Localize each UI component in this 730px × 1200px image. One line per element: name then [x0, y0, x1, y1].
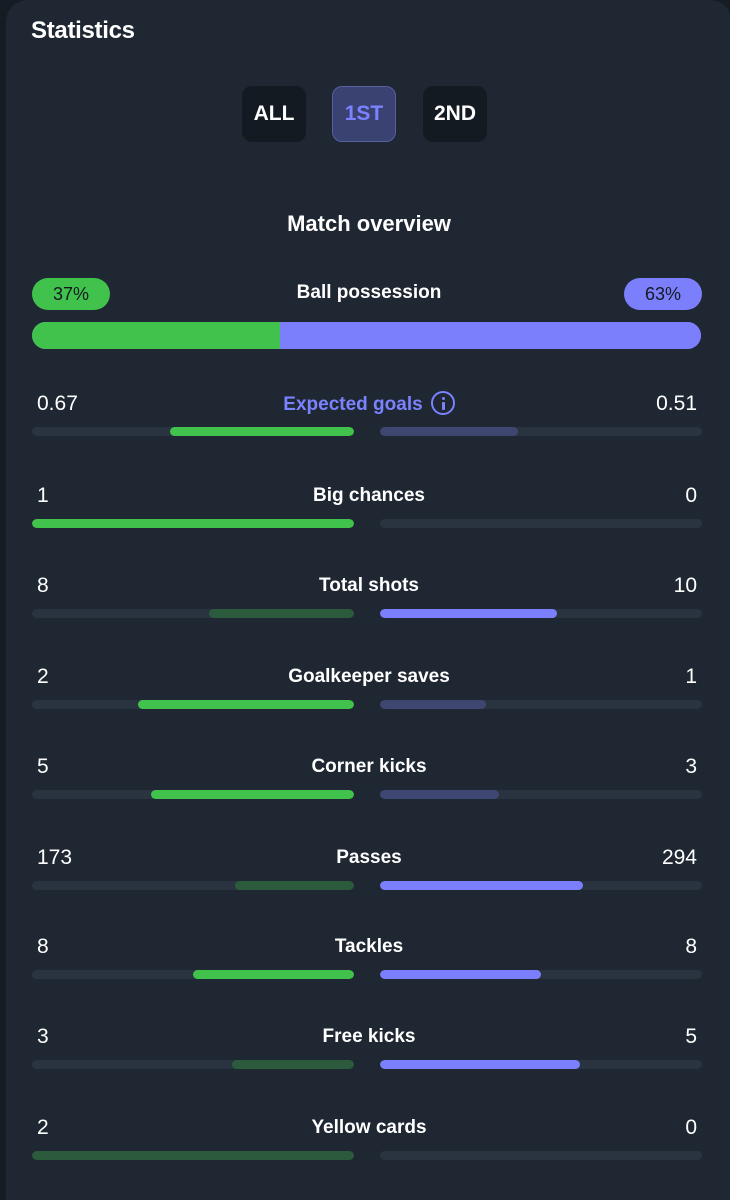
tab-2nd[interactable]: 2ND [423, 86, 487, 142]
tab-1st[interactable]: 1ST [332, 86, 396, 142]
stat-row-tackles: 8 Tackles 8 [6, 935, 730, 991]
away-possession-badge: 63% [624, 278, 702, 310]
stat-row-goalkeeper-saves: 2 Goalkeeper saves 1 [6, 665, 730, 721]
away-bar-fill [380, 1060, 580, 1069]
away-value: 0 [685, 484, 697, 507]
home-bar-track [32, 1151, 354, 1160]
home-bar-fill [170, 427, 354, 436]
away-bar-track [380, 1151, 702, 1160]
stat-label-text: Passes [336, 847, 402, 868]
away-bar-fill [380, 970, 541, 979]
home-value: 3 [37, 1025, 49, 1048]
home-bar-track [32, 700, 354, 709]
stat-label-text: Free kicks [322, 1026, 416, 1047]
home-value: 1 [37, 484, 49, 507]
stat-row-passes: 173 Passes 294 [6, 846, 730, 902]
away-bar-track [380, 1060, 702, 1069]
stat-label[interactable]: Expected goals [6, 391, 730, 417]
home-bar-track [32, 790, 354, 799]
home-bar-fill [138, 700, 354, 709]
away-bar-fill [380, 881, 583, 890]
home-bar-fill [234, 881, 354, 890]
home-bar-track [32, 609, 354, 618]
stat-row-total-shots: 8 Total shots 10 [6, 574, 730, 630]
home-value: 173 [37, 846, 73, 869]
away-value: 0.51 [656, 392, 697, 415]
away-bar-track [380, 427, 702, 436]
section-title: Match overview [287, 211, 451, 236]
stat-row-big-chances: 1 Big chances 0 [6, 484, 730, 540]
away-bar-fill [380, 790, 500, 799]
away-bar-fill [380, 427, 519, 436]
away-value: 8 [685, 935, 697, 958]
stat-label: Goalkeeper saves [6, 666, 730, 688]
away-bar-track [380, 700, 702, 709]
home-value: 5 [37, 755, 49, 778]
away-value: 10 [673, 574, 697, 597]
home-value: 0.67 [37, 392, 78, 415]
away-bar-track [380, 970, 702, 979]
home-bar-track [32, 427, 354, 436]
away-value: 294 [661, 846, 697, 869]
stat-label-text: Tackles [334, 936, 404, 957]
stat-label-text: Corner kicks [311, 756, 427, 777]
stat-label: Passes [6, 847, 730, 869]
possession-bar [32, 322, 701, 349]
stat-label: Yellow cards [6, 1117, 730, 1139]
away-bar-fill [380, 609, 558, 618]
stat-label: Total shots [6, 575, 730, 597]
home-bar-track [32, 881, 354, 890]
stat-row-yellow-cards: 2 Yellow cards 0 [6, 1116, 730, 1172]
away-value: 3 [685, 755, 697, 778]
home-bar-fill [32, 519, 354, 528]
stat-label-text: Yellow cards [311, 1117, 427, 1138]
possession-label: Ball possession [296, 282, 442, 303]
statistics-panel: Statistics ALL 1ST 2ND Match overview 37… [6, 0, 730, 1200]
home-bar-fill [193, 970, 354, 979]
away-value: 0 [685, 1116, 697, 1139]
away-possession-fill [279, 322, 701, 349]
home-bar-fill [151, 790, 354, 799]
info-icon[interactable] [430, 391, 455, 415]
stat-label: Free kicks [6, 1026, 730, 1048]
stat-row-free-kicks: 3 Free kicks 5 [6, 1025, 730, 1081]
away-bar-track [380, 519, 702, 528]
away-bar-track [380, 790, 702, 799]
away-value: 5 [685, 1025, 697, 1048]
home-bar-fill [209, 609, 354, 618]
away-value: 1 [685, 665, 697, 688]
home-bar-fill [231, 1060, 354, 1069]
stat-label: Big chances [6, 485, 730, 507]
stat-label-text: Goalkeeper saves [288, 666, 450, 687]
home-bar-track [32, 970, 354, 979]
home-possession-badge: 37% [32, 278, 110, 310]
tab-all[interactable]: ALL [242, 86, 306, 142]
home-bar-fill [32, 1151, 354, 1160]
away-bar-track [380, 881, 702, 890]
home-value: 8 [37, 574, 49, 597]
stat-row-corner-kicks: 5 Corner kicks 3 [6, 755, 730, 811]
stat-row-expected-goals: 0.67 Expected goals 0.51 [6, 391, 730, 448]
home-bar-track [32, 519, 354, 528]
stat-label-text: Expected goals [283, 394, 423, 416]
stat-label: Corner kicks [6, 756, 730, 778]
period-tabs: ALL 1ST 2ND [6, 86, 730, 142]
home-value: 2 [37, 1116, 49, 1139]
stat-label: Tackles [6, 936, 730, 958]
home-bar-track [32, 1060, 354, 1069]
home-possession-fill [32, 322, 280, 349]
stat-label-text: Total shots [319, 575, 419, 596]
home-value: 2 [37, 665, 49, 688]
away-bar-fill [380, 700, 487, 709]
stat-label-text: Big chances [313, 485, 425, 506]
away-bar-track [380, 609, 702, 618]
home-value: 8 [37, 935, 49, 958]
page-title: Statistics [31, 17, 135, 44]
